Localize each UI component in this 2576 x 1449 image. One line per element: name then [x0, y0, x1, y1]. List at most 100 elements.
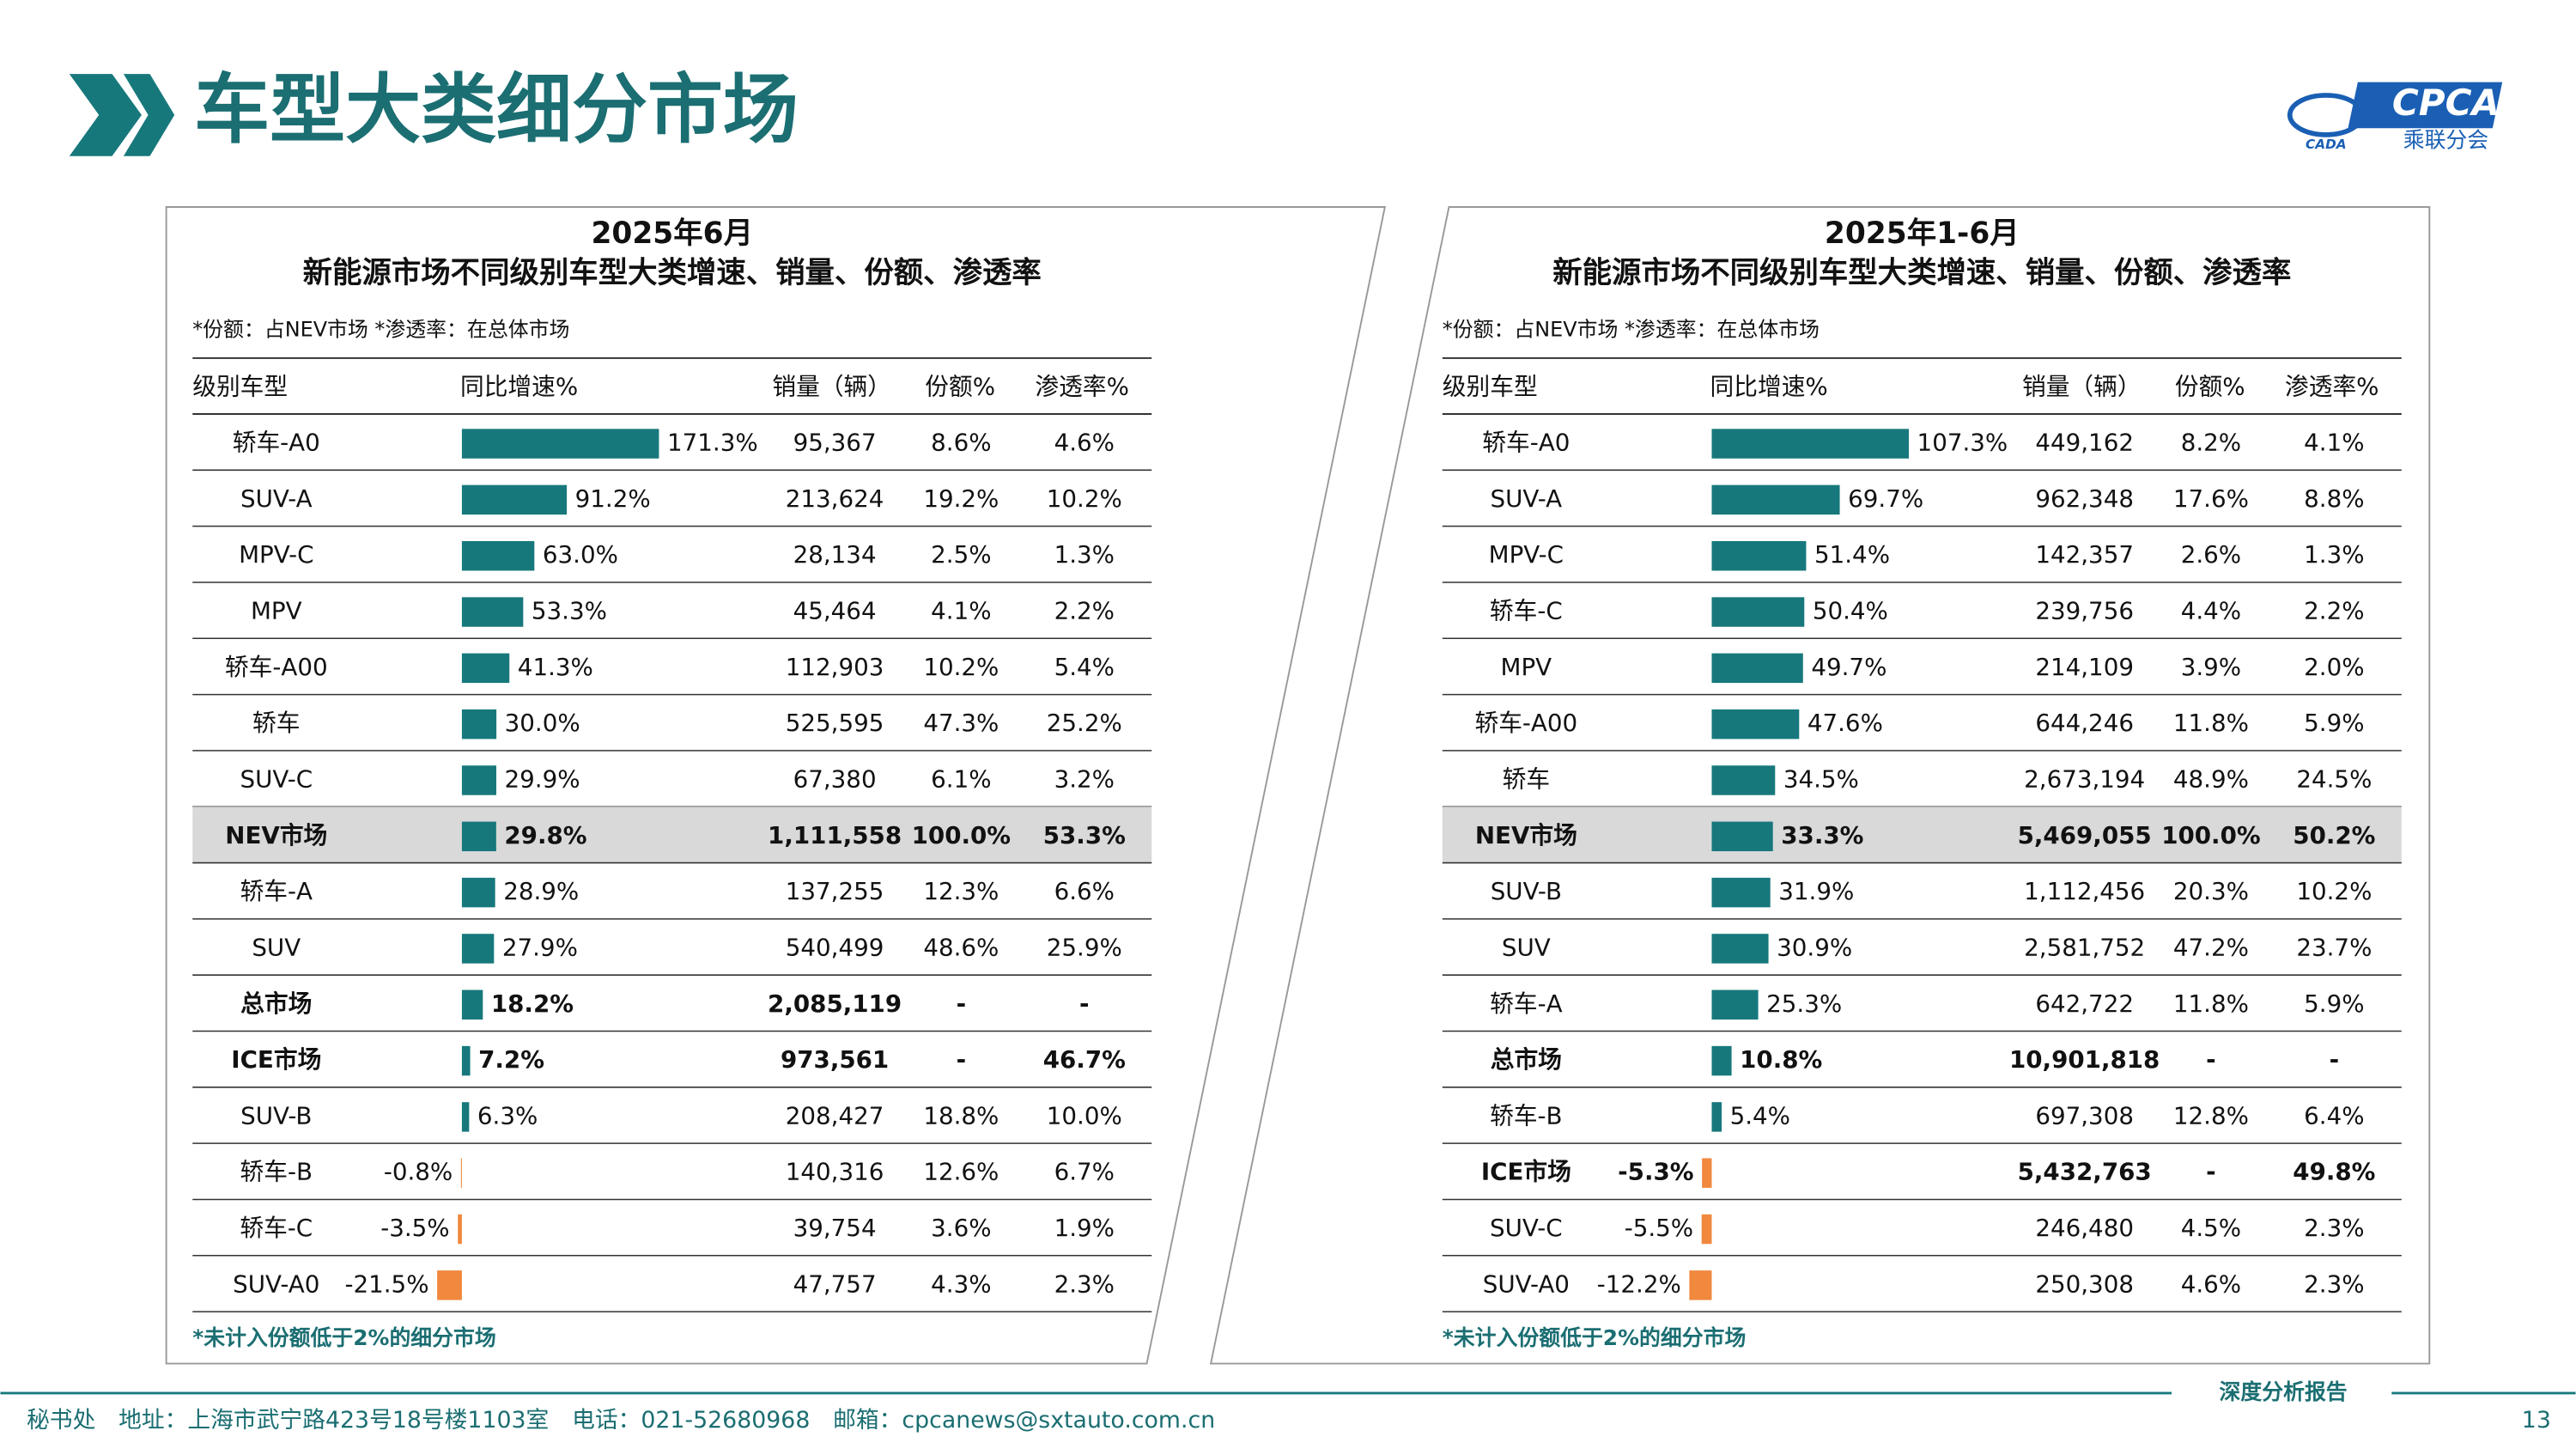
- growth-label: 63.0%: [543, 540, 618, 569]
- sales: 250,308: [2035, 1269, 2134, 1298]
- sales: 208,427: [786, 1101, 884, 1129]
- penetration: 23.7%: [2296, 933, 2372, 961]
- report-label: 深度分析报告: [2220, 1379, 2348, 1404]
- table-note: *份额：占NEV市场 *渗透率：在总体市场: [1443, 317, 1820, 341]
- sales: 5,469,055: [2018, 821, 2152, 849]
- column-header: 同比增速%: [1710, 372, 1828, 400]
- growth-bar: [461, 429, 659, 459]
- page-title: 车型大类细分市场: [194, 65, 799, 154]
- growth-bar: [461, 1102, 470, 1132]
- growth-label: 53.3%: [532, 597, 607, 625]
- growth-bar: [458, 1214, 462, 1245]
- column-header: 销量（辆）: [772, 372, 891, 400]
- panel: [1209, 206, 2431, 1365]
- row-name: SUV-B: [1491, 877, 1562, 905]
- growth-bar: [1702, 1158, 1712, 1188]
- growth-bar: [1711, 877, 1771, 908]
- growth-bar: [461, 597, 524, 627]
- row-name: SUV-A: [240, 484, 313, 513]
- growth-bar: [461, 709, 497, 740]
- sales: 10,901,818: [2009, 1045, 2160, 1074]
- penetration: 46.7%: [1043, 1045, 1126, 1074]
- row-name: SUV-A0: [1483, 1269, 1570, 1298]
- penetration: 53.3%: [1043, 821, 1126, 849]
- sales: 1,112,456: [2024, 877, 2145, 905]
- growth-label: 47.6%: [1807, 709, 1883, 737]
- penetration: 4.1%: [2304, 429, 2364, 457]
- share: 47.2%: [2173, 933, 2249, 961]
- table-title: 2025年6月: [591, 216, 753, 251]
- growth-bar: [461, 989, 483, 1020]
- growth-bar: [1711, 1045, 1732, 1076]
- sales: 112,903: [786, 653, 884, 681]
- sales: 2,673,194: [2024, 764, 2145, 793]
- share: 4.1%: [931, 597, 991, 625]
- growth-bar: [461, 877, 495, 908]
- penetration: 2.3%: [2304, 1214, 2364, 1242]
- penetration: 1.3%: [1054, 540, 1115, 569]
- growth-bar: [437, 1270, 462, 1300]
- row-name: ICE市场: [231, 1045, 321, 1074]
- row-name: MPV-C: [239, 540, 313, 569]
- row-name: 轿车-A00: [1474, 709, 1577, 737]
- sales: 45,464: [793, 597, 877, 625]
- sales: 644,246: [2035, 709, 2134, 737]
- penetration: 2.0%: [2304, 653, 2364, 681]
- growth-label: -12.2%: [1597, 1269, 1681, 1298]
- growth-label: -0.8%: [384, 1158, 453, 1186]
- row-name: SUV-C: [1490, 1214, 1563, 1242]
- row-name: SUV-C: [240, 764, 313, 793]
- sales: 973,561: [781, 1045, 889, 1074]
- chevron: [123, 74, 175, 156]
- penetration: 6.7%: [1054, 1158, 1115, 1186]
- growth-label: 30.9%: [1777, 933, 1852, 961]
- share: 47.3%: [923, 709, 999, 737]
- share: 18.8%: [923, 1101, 999, 1129]
- growth-bar: [1711, 989, 1759, 1020]
- sales: 2,581,752: [2024, 933, 2145, 961]
- logo-mark: CADA: [2306, 137, 2347, 152]
- penetration: 2.3%: [2304, 1269, 2364, 1298]
- growth-label: 7.2%: [478, 1045, 544, 1074]
- penetration: 25.9%: [1047, 933, 1122, 961]
- penetration: 5.9%: [2304, 709, 2364, 737]
- sales: 137,255: [786, 877, 884, 905]
- sales: 642,722: [2035, 989, 2134, 1018]
- share: 3.9%: [2181, 653, 2241, 681]
- growth-label: 49.7%: [1811, 653, 1886, 681]
- growth-bar: [1711, 653, 1803, 684]
- share: 8.2%: [2181, 429, 2241, 457]
- growth-bar: [461, 765, 496, 795]
- growth-bar: [1711, 709, 1800, 740]
- row-name: SUV-A: [1491, 484, 1563, 513]
- growth-bar: [1711, 1102, 1722, 1132]
- growth-bar: [1701, 1214, 1712, 1245]
- penetration: 5.9%: [2304, 989, 2364, 1018]
- sales: 540,499: [786, 933, 884, 961]
- share: 11.8%: [2173, 989, 2249, 1018]
- penetration: 2.2%: [1054, 597, 1115, 625]
- share: 4.6%: [2181, 1269, 2241, 1298]
- share: 8.6%: [931, 429, 991, 457]
- row-name: 总市场: [240, 989, 312, 1018]
- row-name: ICE市场: [1481, 1158, 1571, 1186]
- column-header: 同比增速%: [460, 372, 578, 400]
- row-highlight: [1442, 807, 2402, 863]
- share: 48.9%: [2173, 764, 2249, 793]
- growth-label: 31.9%: [1778, 877, 1854, 905]
- growth-label: 6.3%: [477, 1101, 538, 1129]
- growth-label: 27.9%: [502, 933, 578, 961]
- growth-label: 18.2%: [491, 989, 574, 1018]
- growth-label: 41.3%: [518, 653, 593, 681]
- growth-label: 29.9%: [505, 764, 580, 793]
- row-name: SUV: [1502, 933, 1551, 961]
- row-name: 轿车-A0: [1482, 429, 1570, 457]
- share: 6.1%: [931, 764, 991, 793]
- growth-bar: [460, 1158, 462, 1188]
- row-name: 轿车-A0: [233, 429, 320, 457]
- row-name: 轿车-A: [1490, 989, 1562, 1018]
- sales: 525,595: [786, 709, 884, 737]
- sales: 28,134: [793, 540, 877, 569]
- growth-bar: [1711, 429, 1909, 459]
